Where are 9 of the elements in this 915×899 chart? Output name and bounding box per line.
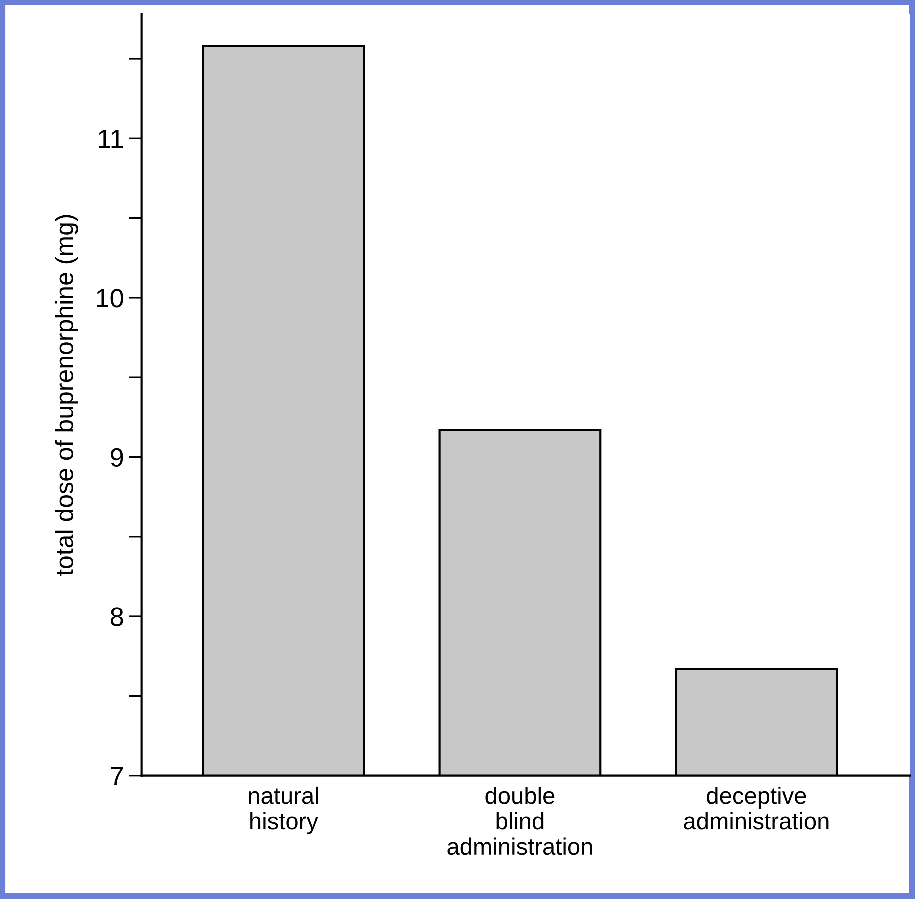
y-axis-title: total dose of buprenorphine (mg) xyxy=(55,215,78,576)
y-tick-label: 7 xyxy=(111,767,124,786)
y-tick-label: 9 xyxy=(111,448,124,468)
y-tick-label: 11 xyxy=(99,130,124,148)
x-tick-label: deceptive administration xyxy=(684,786,829,830)
y-tick-label: 10 xyxy=(97,289,124,308)
y-tick-label: 8 xyxy=(110,608,124,626)
x-tick-label: double blind administration xyxy=(448,786,592,856)
x-tick-label: natural history xyxy=(249,786,318,834)
